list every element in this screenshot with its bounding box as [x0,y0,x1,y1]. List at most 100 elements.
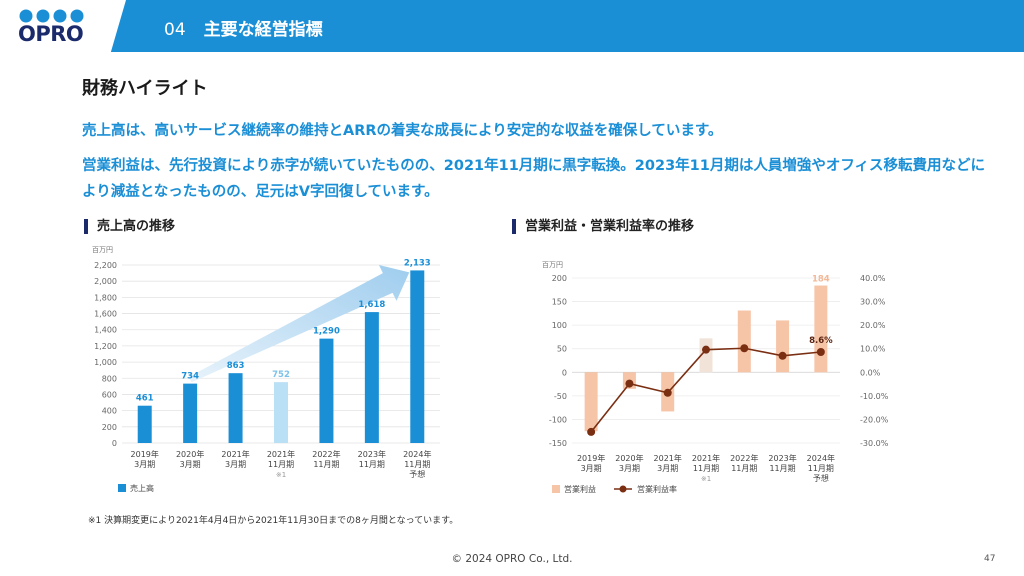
revenue-y-tick: 0 [112,439,117,448]
revenue-y-tick: 1,200 [94,342,117,351]
revenue-x-tick: 3月期 [134,460,155,469]
page-title: 財務ハイライト [82,78,208,99]
revenue-bar [137,405,152,443]
profit-x-tick: 11月期 [769,464,795,473]
profit-bar [737,310,751,373]
revenue-x-tick: 2024年 [403,449,431,459]
revenue-bar [319,338,334,443]
profit-bar [584,372,598,432]
margin-point [778,351,787,360]
revenue-y-tick: 1,400 [94,326,117,335]
header-bar: OPRO 04 主要な経営指標 [0,0,1024,52]
revenue-bar [274,382,288,443]
revenue-x-tick: 3月期 [180,460,201,469]
revenue-legend-label: 売上高 [130,483,154,493]
revenue-x-tick: 3月期 [225,460,246,469]
profit-y-left-tick: -100 [549,415,567,424]
profit-y-left-tick: -50 [554,392,567,401]
section-title: 04 主要な経営指標 [164,15,323,40]
profit-x-tick: ※1 [701,475,711,483]
profit-x-tick: 2022年 [730,453,758,463]
profit-x-tick: 2021年 [654,453,682,463]
revenue-x-tick: ※1 [276,471,286,479]
margin-point [816,348,825,357]
revenue-x-tick: 2021年 [221,449,249,459]
lead-operating-profit: 営業利益は、先行投資により赤字が続いていたものの、2021年11月期に黒字転換。… [82,158,986,200]
lead-revenue: 売上高は、高いサービス継続率の維持とARRの着実な成長により安定的な収益を確保し… [82,123,723,139]
profit-y-right-tick: 0.0% [860,368,881,377]
profit-y-right-tick: 10.0% [860,345,886,354]
revenue-y-tick: 1,800 [94,293,117,302]
profit-x-tick: 11月期 [731,464,757,473]
profit-x-tick: 予想 [813,473,829,483]
profit-x-tick: 2021年 [692,453,720,463]
profit-x-tick: 2020年 [615,453,643,463]
profit-y-left-tick: 0 [562,368,567,377]
profit-x-tick: 3月期 [581,464,602,473]
margin-legend-label: 営業利益率 [637,484,677,494]
operating-profit-chart: 百万円 -150 -100 -50 0 50 100 150 200 -30.0% -20.0% -1… [542,261,889,494]
margin-point [625,379,634,388]
logo-dots-icon [19,9,84,23]
profit-y-right-tick: -20.0% [860,415,889,424]
revenue-value-label: 752 [272,370,290,380]
profit-x-tick: 2024年 [807,453,835,463]
copyright: © 2024 OPRO Co., Ltd. [451,553,573,565]
revenue-chart: 百万円 0 200 400 600 800 1,000 1,200 1,400 1,600 1,80… [92,246,440,493]
profit-bar [814,285,828,373]
profit-y-left-tick: -150 [549,439,567,448]
profit-y-right-tick: 20.0% [860,321,886,330]
profit-x-tick: 11月期 [808,464,834,473]
revenue-unit-label: 百万円 [92,246,113,254]
profit-legend-label: 営業利益 [564,484,596,494]
profit-y-left-tick: 50 [557,345,567,354]
revenue-y-tick: 600 [102,390,117,399]
margin-point [663,388,672,397]
revenue-x-tick: 予想 [409,469,425,479]
revenue-bar [228,373,243,443]
profit-y-right-tick: 30.0% [860,298,886,307]
profit-legend-swatch [552,485,560,493]
revenue-value-label: 734 [181,372,199,382]
revenue-value-label: 2,133 [404,258,431,268]
revenue-x-tick: 11月期 [268,460,294,469]
profit-bar [776,320,790,373]
revenue-value-label: 1,618 [358,300,385,310]
revenue-y-tick: 400 [102,407,117,416]
margin-value-label: 8.6% [809,336,833,346]
profit-bar [699,338,713,373]
logo-area: OPRO [0,0,126,52]
profit-x-tick: 3月期 [619,464,640,473]
profit-chart-title: 営業利益・営業利益率の推移 [512,219,694,234]
revenue-value-label: 863 [227,361,245,371]
revenue-bar [364,312,379,443]
revenue-legend-swatch [118,484,126,492]
revenue-x-tick: 11月期 [359,460,385,469]
profit-x-tick: 2019年 [577,453,605,463]
revenue-y-tick: 800 [102,374,117,383]
revenue-x-tick: 2022年 [312,449,340,459]
profit-x-tick: 2023年 [768,453,796,463]
profit-y-left-tick: 200 [552,274,567,283]
section-number: 04 [164,20,186,40]
section-label: 主要な経営指標 [203,20,323,40]
revenue-y-tick: 2,200 [94,261,117,270]
revenue-value-label: 461 [136,394,154,404]
profit-unit-label: 百万円 [542,261,563,269]
growth-arrow-icon [188,265,410,383]
revenue-y-tick: 1,000 [94,358,117,367]
profit-y-right-tick: -30.0% [860,439,889,448]
profit-y-left-tick: 100 [552,321,567,330]
revenue-x-tick: 11月期 [404,460,430,469]
revenue-x-tick: 2023年 [358,449,386,459]
revenue-chart-title: 売上高の推移 [84,219,175,234]
revenue-y-tick: 2,000 [94,277,117,286]
margin-legend-marker [619,485,627,493]
revenue-x-tick: 2021年 [267,449,295,459]
profit-y-right-tick: 40.0% [860,274,886,283]
company-logo: OPRO [18,22,84,46]
revenue-x-tick: 11月期 [313,460,339,469]
margin-point [702,345,710,354]
profit-y-left-tick: 150 [552,298,567,307]
margin-point [740,344,749,353]
